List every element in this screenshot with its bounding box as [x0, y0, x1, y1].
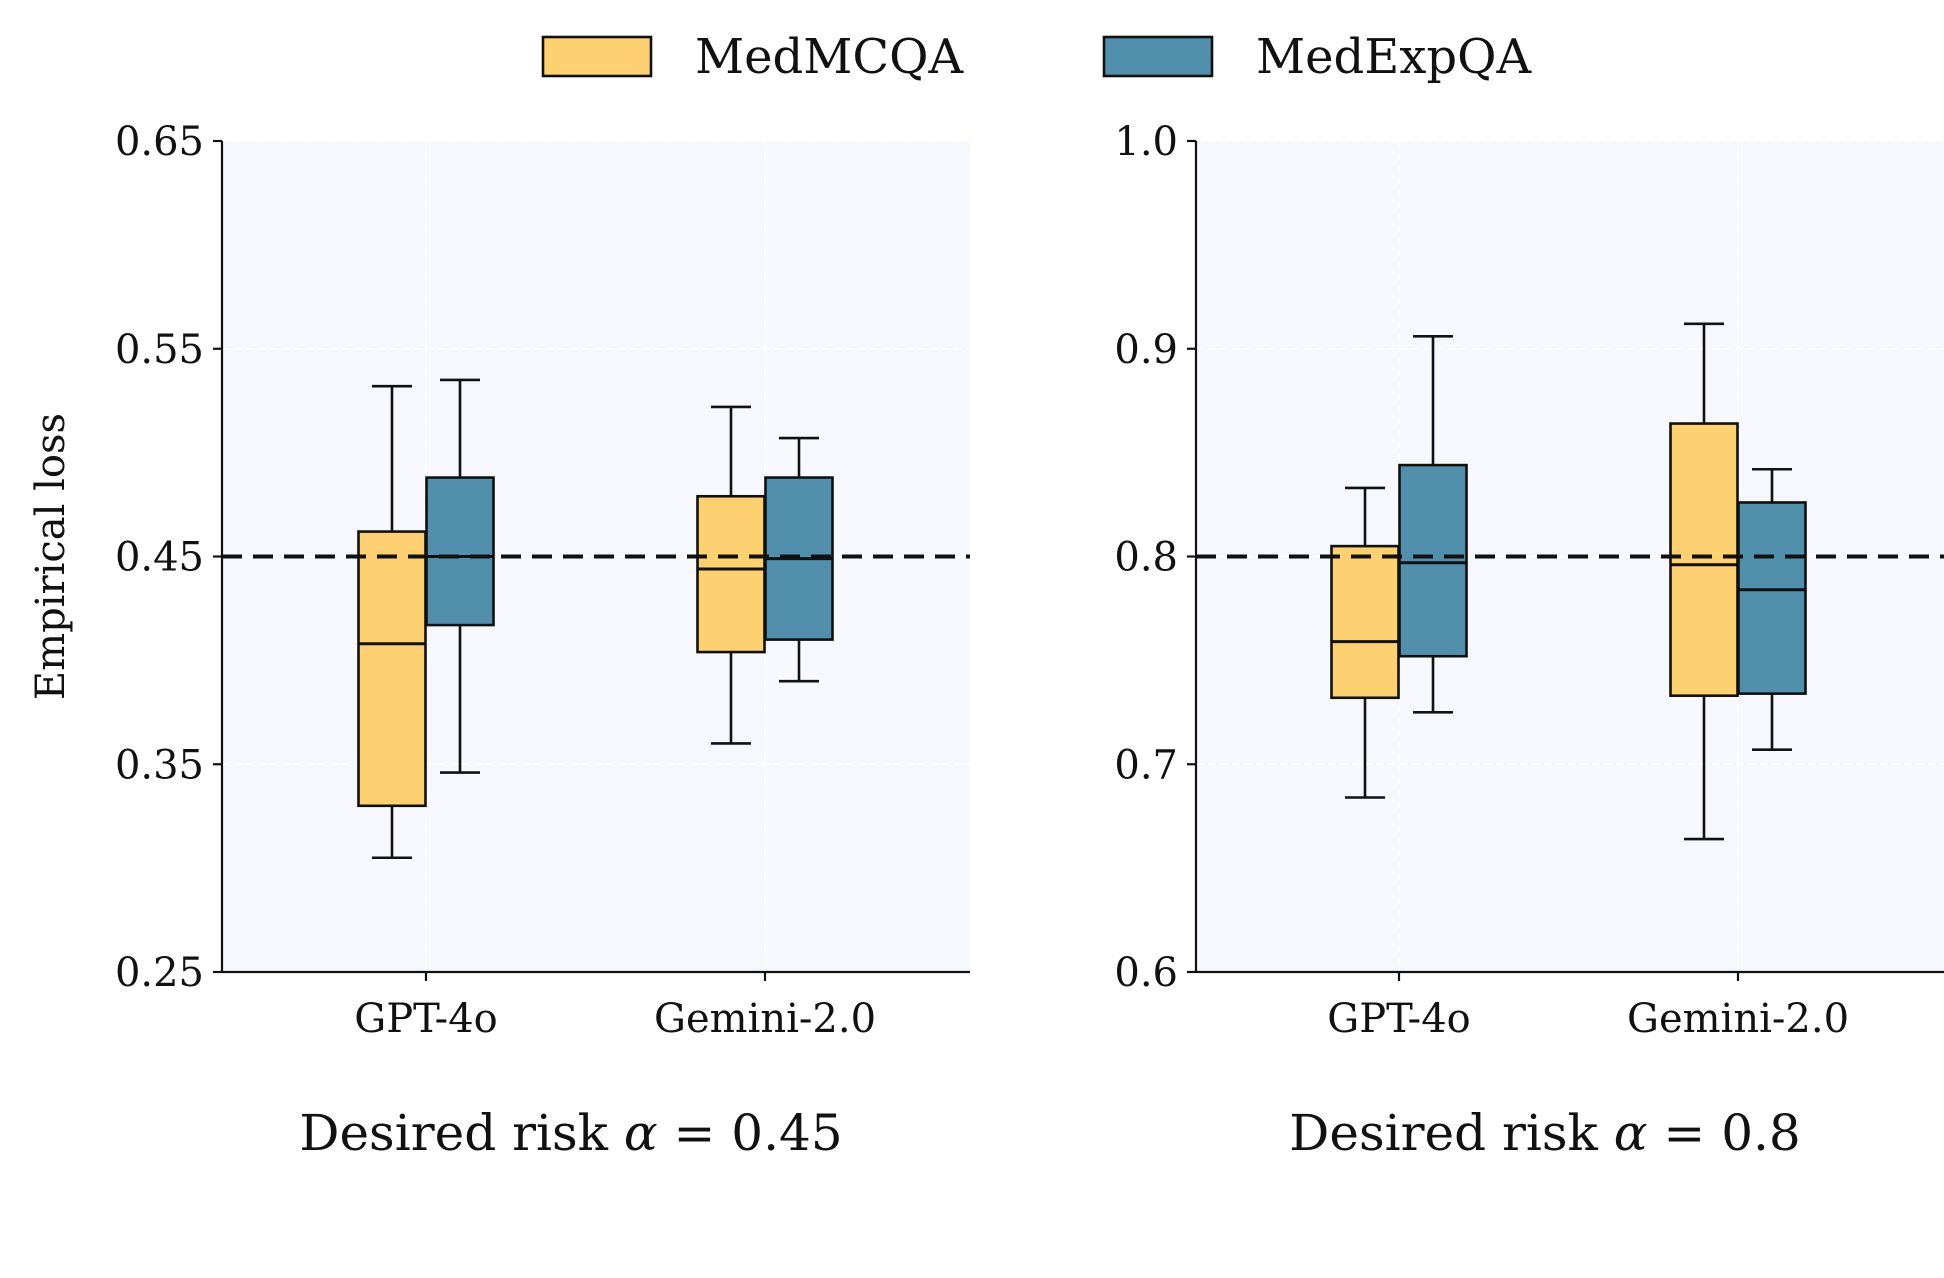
box-medexpqa-gemini-2.0	[1737, 467, 1807, 752]
box-body	[1398, 463, 1468, 658]
box-medmcqa-gpt-4o	[1330, 486, 1400, 799]
y-tick-label: 0.7	[1114, 742, 1178, 788]
box-body	[1669, 422, 1739, 697]
y-tick-label: 0.35	[115, 742, 204, 788]
y-tick-label: 0.25	[115, 950, 204, 996]
chart-panel-left: 0.25 0.35 0.45 0.55 0.65 GPT-4o Gemini-2.0 Empi…	[28, 119, 970, 1162]
y-tick-label: 1.0	[1114, 119, 1178, 165]
subtitle-equals: =	[658, 1104, 732, 1162]
box-medexpqa-gpt-4o	[425, 378, 495, 774]
x-tick-label: Gemini-2.0	[1627, 996, 1849, 1042]
box-body	[425, 476, 495, 627]
x-tick-label: GPT-4o	[354, 996, 497, 1042]
box-body	[1737, 501, 1807, 695]
box-medmcqa-gpt-4o	[357, 384, 427, 860]
y-tick-label: 0.8	[1114, 535, 1178, 581]
y-tick-label: 0.9	[1114, 327, 1178, 373]
y-tick-label: 0.65	[115, 119, 204, 165]
subtitle-symbol: α	[1614, 1104, 1648, 1162]
subtitle-value: 0.45	[731, 1104, 842, 1162]
box-body	[357, 530, 427, 808]
subtitle-prefix: Desired risk	[1289, 1104, 1613, 1162]
legend-swatch	[541, 35, 653, 78]
subtitle-prefix: Desired risk	[299, 1104, 623, 1162]
box-body	[696, 494, 766, 654]
y-tick-label: 0.55	[115, 327, 204, 373]
y-axis-label: Empirical loss	[28, 413, 74, 700]
legend-item-medmcqa: MedMCQA	[541, 29, 965, 85]
subtitle-equals: =	[1648, 1104, 1722, 1162]
legend-label: MedExpQA	[1256, 29, 1532, 85]
y-tick-label: 0.6	[1114, 950, 1178, 996]
box-medmcqa-gemini-2.0	[1669, 322, 1739, 841]
chart-panel-right: 0.6 0.7 0.8 0.9 1.0 GPT-4o Gemini-2.0 Desired r…	[1114, 119, 1944, 1162]
x-tick-label: GPT-4o	[1327, 996, 1470, 1042]
box-medexpqa-gpt-4o	[1398, 334, 1468, 714]
box-medexpqa-gemini-2.0	[764, 436, 834, 683]
legend-swatch	[1102, 35, 1214, 78]
legend-item-medexpqa: MedExpQA	[1102, 29, 1532, 85]
subtitle-value: 0.8	[1721, 1104, 1801, 1162]
box-body	[1330, 544, 1400, 700]
panel-subtitle: Desired risk α = 0.45	[299, 1104, 842, 1162]
box-medmcqa-gemini-2.0	[696, 405, 766, 745]
subtitle-symbol: α	[624, 1104, 658, 1162]
panel-subtitle: Desired risk α = 0.8	[1289, 1104, 1800, 1162]
y-tick-label: 0.45	[115, 535, 204, 581]
legend-label: MedMCQA	[695, 29, 965, 85]
legend: MedMCQA MedExpQA	[541, 29, 1532, 85]
x-tick-label: Gemini-2.0	[654, 996, 876, 1042]
